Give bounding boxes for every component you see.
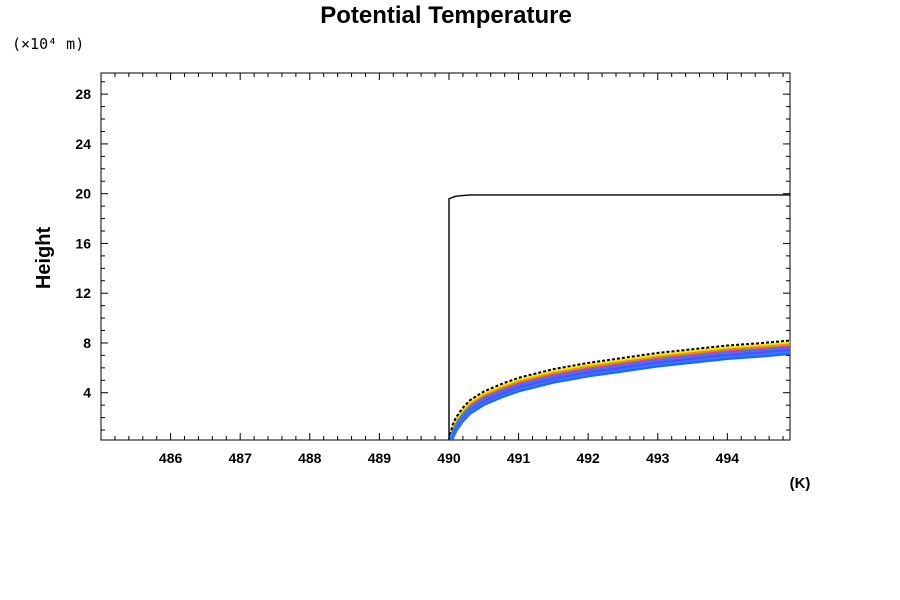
profile-line bbox=[448, 194, 790, 440]
x-tick-label: 487 bbox=[229, 450, 253, 466]
x-tick-label: 488 bbox=[298, 450, 322, 466]
x-tick-label: 493 bbox=[646, 450, 670, 466]
y-tick-label: 24 bbox=[75, 136, 91, 152]
plot-frame bbox=[100, 72, 791, 441]
y-axis-label: Height bbox=[33, 227, 55, 290]
profile-line bbox=[447, 346, 790, 440]
y-tick-label: 4 bbox=[83, 385, 91, 401]
profile-line bbox=[447, 350, 790, 440]
plot-area bbox=[447, 194, 790, 440]
x-tick-label: 491 bbox=[507, 450, 531, 466]
profile-line bbox=[448, 343, 790, 440]
x-tick-label: 492 bbox=[576, 450, 600, 466]
x-units-label: (K) bbox=[790, 475, 811, 492]
y-units-label: (×10⁴ m) bbox=[12, 35, 84, 53]
x-tick-label: 494 bbox=[716, 450, 740, 466]
y-tick-label: 8 bbox=[83, 335, 91, 351]
x-tick-label: 486 bbox=[159, 450, 183, 466]
y-tick-label: 16 bbox=[75, 235, 91, 251]
y-tick-label: 28 bbox=[75, 86, 91, 102]
profile-line bbox=[448, 341, 790, 440]
profile-line bbox=[448, 339, 790, 440]
y-tick-label: 12 bbox=[75, 285, 91, 301]
chart-title: Potential Temperature bbox=[320, 2, 572, 29]
x-tick-label: 490 bbox=[437, 450, 461, 466]
y-tick-label: 20 bbox=[75, 186, 91, 202]
x-tick-label: 489 bbox=[368, 450, 392, 466]
